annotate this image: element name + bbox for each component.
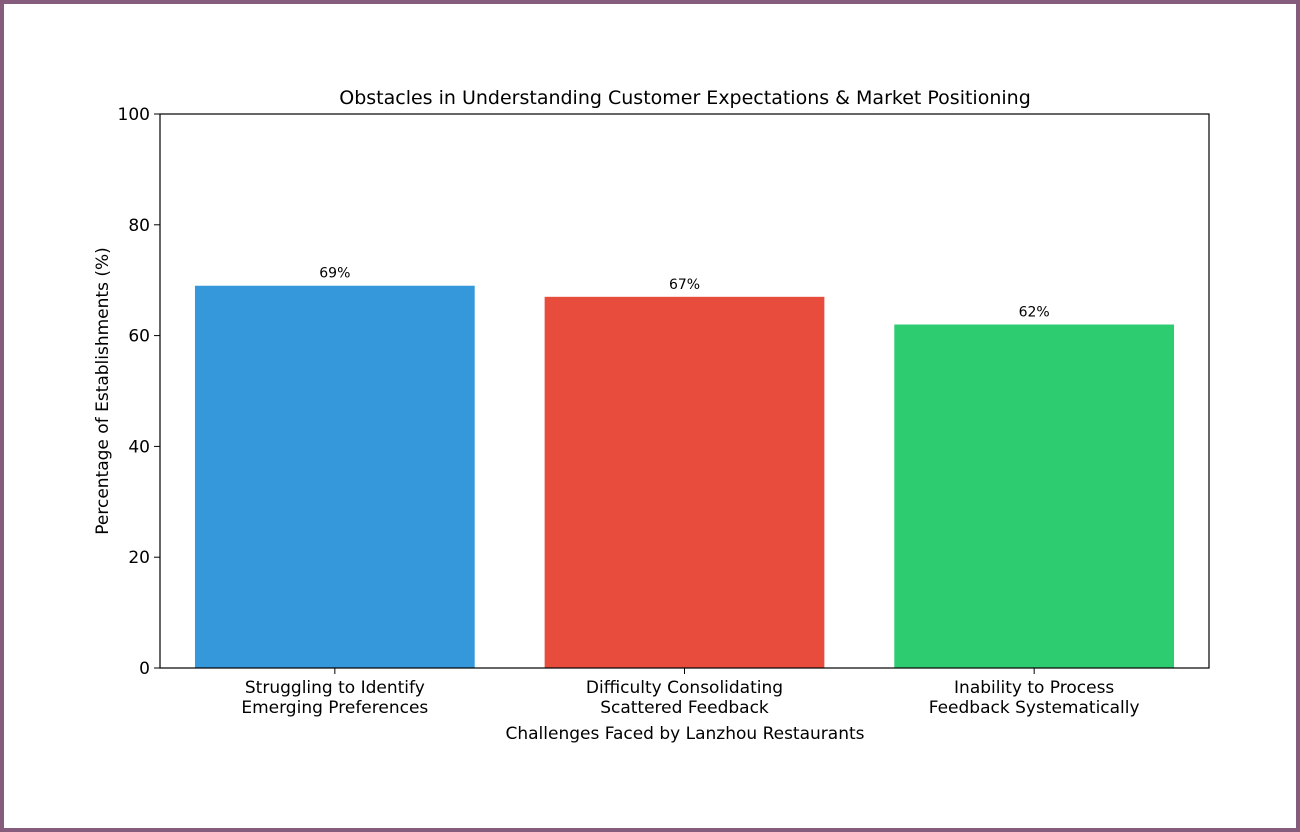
data-label: 62% xyxy=(1019,305,1050,321)
x-tick-label: Scattered Feedback xyxy=(600,698,769,718)
x-tick-label: Struggling to Identify xyxy=(245,678,425,698)
data-label: 69% xyxy=(319,266,350,282)
data-label: 67% xyxy=(669,277,700,293)
y-tick-label: 40 xyxy=(128,437,150,457)
chart-title: Obstacles in Understanding Customer Expe… xyxy=(339,87,1031,109)
y-tick-label: 60 xyxy=(128,327,150,347)
y-tick-label: 20 xyxy=(128,548,150,568)
bar xyxy=(194,285,475,668)
y-tick-label: 100 xyxy=(118,105,150,125)
bar xyxy=(544,296,825,668)
x-tick-label: Inability to Process xyxy=(954,678,1114,698)
y-axis-label: Percentage of Establishments (%) xyxy=(93,247,113,535)
y-tick-label: 80 xyxy=(128,216,150,236)
x-tick-label: Feedback Systematically xyxy=(929,698,1140,718)
x-tick-label: Emerging Preferences xyxy=(241,698,428,718)
x-axis-label: Challenges Faced by Lanzhou Restaurants xyxy=(505,724,864,744)
plot-area-border xyxy=(159,113,1210,669)
x-tick-label: Difficulty Consolidating xyxy=(586,678,783,698)
bar xyxy=(894,324,1175,668)
y-tick-label: 0 xyxy=(139,659,150,679)
